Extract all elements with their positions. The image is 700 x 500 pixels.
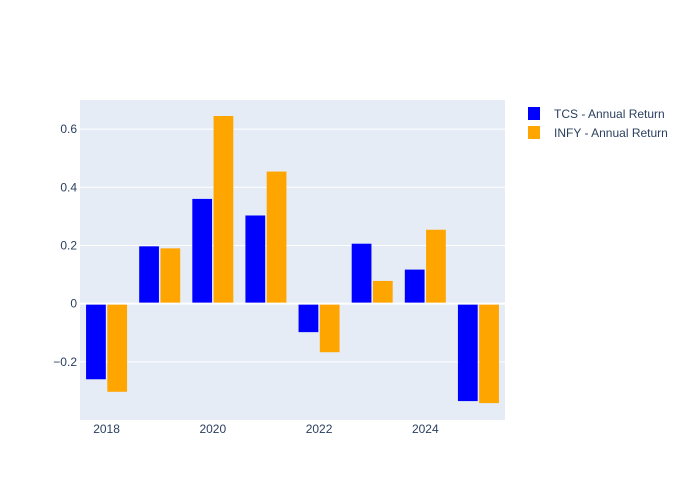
bar-tcs-2019[interactable]	[139, 246, 159, 304]
legend-item-tcs[interactable]: TCS - Annual Return	[528, 107, 665, 121]
bar-infy-2018[interactable]	[107, 303, 128, 392]
bar-tcs-2020[interactable]	[192, 198, 213, 304]
x-tick-label: 2018	[93, 422, 120, 436]
y-tick-label: 0.4	[60, 180, 77, 194]
legend-label: INFY - Annual Return	[554, 126, 668, 140]
bar-tcs-2025[interactable]	[457, 303, 478, 402]
bar-infy-2022[interactable]	[319, 303, 340, 353]
bar-infy-2025[interactable]	[479, 303, 499, 404]
legend-swatch	[528, 126, 540, 139]
bar-infy-2019[interactable]	[160, 248, 181, 304]
y-tick-label: 0.2	[60, 238, 77, 252]
bar-infy-2023[interactable]	[372, 280, 393, 304]
legend-swatch	[528, 107, 540, 120]
legend[interactable]: TCS - Annual Return INFY - Annual Return	[528, 107, 668, 140]
grid	[80, 128, 505, 363]
bar-infy-2020[interactable]	[213, 116, 234, 304]
bar-tcs-2023[interactable]	[351, 243, 372, 304]
legend-item-infy[interactable]: INFY - Annual Return	[528, 126, 668, 140]
y-tick-label: −0.2	[53, 355, 77, 369]
y-axis-ticks: −0.2 0 0.2 0.4 0.6	[53, 122, 77, 369]
bar-infy-2021[interactable]	[266, 171, 287, 304]
x-tick-label: 2024	[412, 422, 439, 436]
x-tick-label: 2020	[199, 422, 226, 436]
x-axis-ticks: 2018 2020 2022 2024	[93, 422, 439, 436]
bars	[86, 116, 499, 404]
bar-tcs-2022[interactable]	[298, 303, 319, 333]
bar-tcs-2021[interactable]	[245, 215, 266, 304]
y-tick-label: 0	[70, 297, 77, 311]
y-tick-label: 0.6	[60, 122, 77, 136]
bar-infy-2024[interactable]	[426, 229, 446, 304]
legend-label: TCS - Annual Return	[554, 107, 665, 121]
bar-tcs-2018[interactable]	[86, 303, 106, 380]
x-tick-label: 2022	[306, 422, 333, 436]
bar-tcs-2024[interactable]	[404, 269, 425, 304]
